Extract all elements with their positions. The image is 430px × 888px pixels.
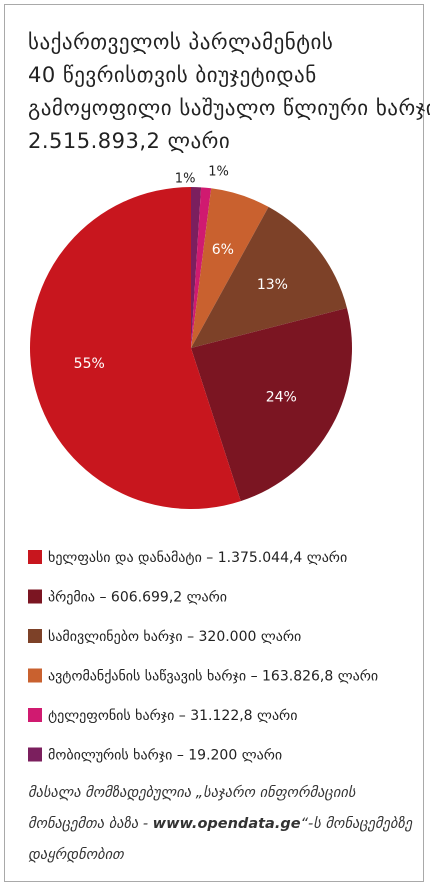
legend-label: მობილურის ხარჯი: [48, 747, 172, 764]
pie-slice: [191, 307, 352, 502]
legend-swatch: [28, 629, 42, 643]
title-line: 40 წევრისთვის ბიუჯეტიდან: [28, 63, 317, 87]
legend-amount: – 19.200 ლარი: [177, 747, 282, 764]
frame: [4, 4, 424, 882]
legend-entry: ტელეფონის ხარჯი – 31.122,8 ლარი: [48, 707, 297, 724]
pie-slice: [191, 206, 347, 348]
slice-label: 1%: [175, 172, 196, 187]
source-note: მასალა მომზადებულია „საჯარო ინფორმაციის …: [28, 778, 413, 871]
source-link: www.opendata.ge: [152, 816, 301, 832]
legend-label: სამივლინებო ხარჯი: [48, 628, 183, 645]
source-text: “-ს მონაცემებზე დაყრდნობით: [28, 816, 413, 863]
slice-label: 1%: [208, 164, 229, 179]
slice-label: 55%: [74, 356, 105, 372]
source-text: მასალა მომზადებულია „საჯარო ინფორმაციის …: [28, 785, 356, 832]
title-line: 2.515.893,2 ლარი: [28, 129, 231, 153]
pie-slice: [191, 187, 212, 348]
legend-entry: სამივლინებო ხარჯი – 320.000 ლარი: [48, 628, 301, 645]
legend-amount: – 163.826,8 ლარი: [251, 668, 379, 685]
pie-slice: [191, 187, 202, 348]
legend-amount: – 31.122,8 ლარი: [179, 707, 298, 724]
legend-label: ხელფასი და დანამატი: [48, 550, 202, 566]
legend-label: პრემია: [48, 589, 95, 606]
legend-label: ავტომანქანის საწვავის ხარჯი: [48, 668, 246, 685]
legend-entry: მობილურის ხარჯი – 19.200 ლარი: [48, 747, 282, 764]
slice-label: 6%: [212, 242, 234, 258]
legend-swatch: [28, 708, 42, 722]
legend-swatch: [28, 589, 42, 604]
legend-swatch: [28, 747, 42, 762]
legend-label: ტელეფონის ხარჯი: [48, 707, 174, 724]
chart-title: საქართველოს პარლამენტის 40 წევრისთვის ბიუ…: [28, 26, 430, 158]
legend-amount: – 320.000 ლარი: [187, 628, 301, 645]
slice-label: 13%: [257, 277, 288, 293]
title-line: გამოყოფილი საშუალო წლიური ხარჯი: [28, 96, 430, 120]
slice-label: 24%: [266, 390, 297, 406]
legend-swatch: [28, 550, 42, 564]
legend-amount: – 606.699,2 ლარი: [99, 589, 227, 606]
pie-slice: [29, 187, 241, 509]
legend-swatch: [28, 668, 42, 683]
pie-slice: [191, 188, 269, 348]
title-line: საქართველოს პარლამენტის: [28, 30, 334, 54]
legend-amount: – 1.375.044,4 ლარი: [206, 549, 347, 566]
legend-entry: ავტომანქანის საწვავის ხარჯი – 163.826,8 …: [48, 668, 378, 685]
legend-entry: პრემია – 606.699,2 ლარი: [48, 589, 227, 606]
legend-entry: ხელფასი და დანამატი – 1.375.044,4 ლარი: [48, 549, 347, 566]
